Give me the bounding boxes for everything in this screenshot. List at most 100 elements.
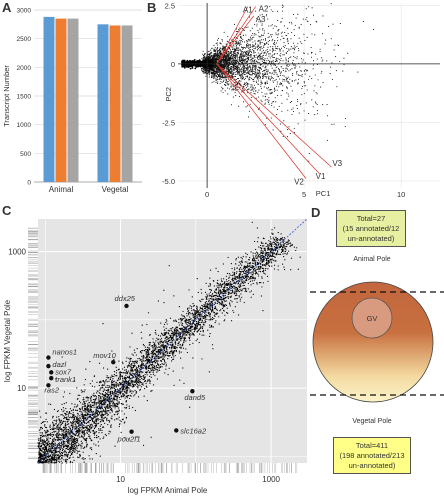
data-point-b — [233, 46, 235, 48]
data-point-b — [230, 83, 232, 85]
data-point-b — [294, 46, 296, 48]
data-point-b — [303, 81, 305, 83]
data-point-b — [265, 50, 267, 52]
x-tick-label-b: 10 — [397, 190, 405, 199]
data-point-b — [254, 57, 256, 59]
data-point-b — [250, 53, 252, 55]
data-point-b — [271, 102, 273, 104]
data-point-b — [255, 81, 258, 84]
data-point-c — [89, 404, 91, 406]
data-point-b — [294, 67, 296, 69]
data-point-b — [287, 68, 289, 70]
data-point-b — [231, 46, 233, 49]
data-point-b — [242, 76, 245, 78]
y-tick-label-a: 1000 — [17, 122, 32, 129]
data-point-c — [189, 316, 191, 318]
data-point-b — [249, 30, 251, 32]
data-point-b — [314, 114, 316, 116]
data-point-b — [212, 73, 214, 75]
data-point-b — [249, 60, 251, 62]
data-point-b — [242, 59, 244, 61]
data-point-c — [84, 433, 86, 435]
data-point-c — [79, 444, 81, 446]
data-point-c — [83, 425, 85, 427]
data-point-b — [255, 54, 257, 56]
data-point-b — [218, 69, 220, 71]
data-point-b — [249, 76, 251, 78]
data-point-b — [245, 106, 247, 108]
data-point-b — [216, 76, 218, 78]
data-point-b — [238, 66, 240, 68]
data-point-b — [238, 59, 240, 61]
data-point-b — [191, 67, 194, 69]
data-point-b — [241, 87, 244, 90]
data-point-b — [266, 80, 268, 82]
data-point-b — [276, 81, 278, 83]
data-point-c — [119, 371, 121, 373]
data-point-b — [280, 39, 282, 41]
data-point-b — [255, 42, 257, 44]
loading-arrow-v1 — [216, 63, 320, 175]
data-point-b — [311, 78, 313, 80]
data-point-c — [222, 306, 225, 308]
data-point-b — [220, 90, 222, 92]
data-point-b — [263, 51, 265, 54]
data-point-b — [256, 25, 258, 27]
data-point-b — [250, 37, 252, 39]
data-point-b — [252, 86, 254, 88]
data-point-b — [235, 89, 237, 91]
data-point-b — [245, 84, 247, 86]
data-point-b — [248, 49, 251, 51]
data-point-b — [258, 21, 260, 23]
data-point-b — [251, 72, 254, 74]
data-point-b — [282, 79, 284, 81]
data-point-b — [236, 44, 238, 46]
data-point-b — [254, 76, 256, 78]
data-point-b — [264, 102, 266, 104]
data-point-b — [231, 68, 233, 70]
data-point-b — [248, 88, 250, 90]
data-point-b — [297, 82, 299, 84]
data-point-c — [209, 283, 211, 285]
data-point-b — [240, 60, 242, 62]
data-point-b — [270, 117, 272, 119]
data-point-c — [129, 360, 132, 362]
data-point-c — [150, 376, 152, 378]
data-point-b — [213, 74, 215, 76]
data-point-b — [239, 45, 241, 47]
data-point-b — [201, 71, 204, 73]
data-point-b — [259, 49, 261, 51]
data-point-b — [227, 69, 230, 71]
data-point-b — [277, 37, 279, 39]
data-point-b — [259, 14, 261, 16]
data-point-c — [227, 297, 229, 299]
data-point-c — [218, 290, 220, 292]
data-point-b — [247, 43, 249, 45]
data-point-b — [261, 39, 263, 41]
data-point-b — [269, 61, 271, 63]
data-point-b — [235, 66, 237, 68]
data-point-c — [124, 379, 126, 381]
data-point-b — [203, 55, 205, 57]
data-point-b — [232, 64, 234, 66]
data-point-b — [264, 69, 266, 71]
data-point-b — [263, 15, 265, 18]
data-point-c — [142, 384, 144, 386]
data-point-b — [232, 48, 234, 50]
data-point-b — [229, 60, 231, 62]
data-point-b — [267, 32, 269, 35]
data-point-c — [105, 386, 107, 388]
data-point-b — [283, 75, 285, 77]
data-point-b — [259, 55, 262, 57]
data-point-c — [185, 322, 187, 324]
data-point-b — [273, 43, 275, 45]
data-point-c — [152, 371, 154, 374]
y-axis-title-a: Transcript Number — [2, 65, 11, 127]
data-point-b — [229, 72, 231, 74]
data-point-b — [285, 60, 287, 62]
data-point-b — [267, 69, 269, 71]
data-point-b — [287, 33, 289, 35]
data-point-b — [232, 40, 234, 42]
data-point-b — [343, 57, 345, 59]
data-point-c — [249, 256, 251, 259]
